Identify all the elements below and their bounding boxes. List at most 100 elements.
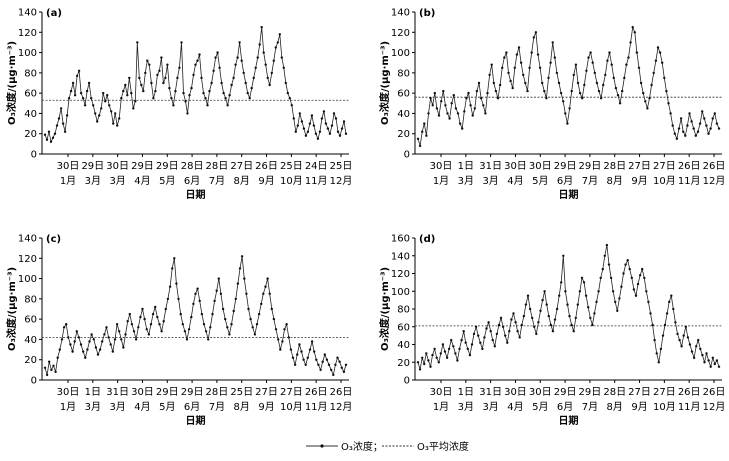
data-point: [308, 122, 312, 125]
data-point: [47, 130, 51, 133]
data-point: [479, 341, 482, 344]
data-point: [701, 353, 704, 357]
data-point: [334, 117, 338, 120]
data-point: [653, 338, 656, 342]
data-point: [627, 56, 630, 59]
data-point: [226, 104, 229, 107]
x-tick-day-label: 30日: [57, 161, 80, 172]
data-point: [673, 132, 676, 135]
x-tick-month-label: 5月: [532, 175, 548, 187]
panel-label: (a): [46, 8, 62, 19]
data-point: [266, 277, 269, 280]
data-point: [498, 83, 502, 87]
data-point: [709, 127, 712, 130]
data-point: [304, 134, 308, 137]
data-point: [686, 124, 689, 127]
data-point: [682, 334, 685, 337]
data-point: [684, 325, 687, 328]
x-tick-day-label: 29日: [554, 161, 577, 172]
data-point: [290, 104, 293, 107]
x-tick-day-label: 29日: [554, 387, 577, 398]
data-point: [526, 89, 529, 93]
data-point: [243, 277, 246, 280]
data-point: [633, 31, 636, 34]
x-tick-day-label: 27日: [230, 161, 253, 172]
data-point: [670, 294, 673, 297]
data-point: [313, 350, 316, 353]
x-tick-month-label: 5月: [159, 401, 175, 413]
data-point: [582, 281, 586, 284]
x-tick-day-label: 27日: [280, 387, 303, 398]
data-point: [491, 338, 494, 342]
y-tick-label: 40: [397, 340, 410, 351]
x-tick-day-label: 30日: [131, 387, 154, 398]
data-point: [464, 341, 467, 344]
x-tick-month-label: 3月: [85, 175, 101, 187]
x-tick-day-label: 28日: [603, 161, 626, 172]
data-point: [654, 59, 658, 62]
data-point: [468, 353, 472, 357]
data-point: [286, 91, 289, 95]
data-point: [507, 71, 510, 75]
panel-label: (c): [46, 234, 61, 245]
data-point: [481, 347, 484, 351]
series-line: [44, 27, 347, 144]
data-point: [327, 363, 331, 366]
data-point: [471, 114, 474, 117]
data-point: [433, 347, 436, 351]
x-tick-month-label: 6月: [557, 401, 573, 413]
data-point: [517, 46, 521, 49]
data-point: [238, 267, 242, 270]
data-point: [446, 112, 449, 115]
data-point: [320, 117, 324, 120]
x-tick-month-label: 12月: [330, 401, 353, 413]
data-point: [262, 51, 265, 54]
data-point: [270, 307, 273, 311]
data-point: [79, 343, 83, 346]
data-point: [614, 300, 617, 304]
y-tick-label: 120: [18, 28, 37, 39]
data-point: [435, 356, 438, 359]
chart-panel: 0 20 40 60 80 100 120 140 160 (d) O₃浓度/(μg·m⁻³) 30日…: [378, 234, 725, 428]
data-point: [532, 36, 535, 39]
data-point: [160, 56, 163, 59]
data-point: [587, 306, 590, 309]
data-point: [452, 94, 455, 97]
data-point: [73, 340, 76, 343]
data-point: [124, 83, 127, 87]
data-point: [108, 104, 111, 107]
data-point: [218, 66, 221, 70]
data-point: [513, 66, 516, 70]
data-point: [688, 343, 692, 346]
x-tick-day-label: 26日: [330, 387, 353, 398]
data-point: [661, 61, 664, 64]
data-point: [454, 107, 458, 110]
data-point: [487, 321, 490, 324]
data-point: [268, 83, 271, 87]
data-point: [416, 361, 420, 364]
x-tick-month-label: 1月: [60, 175, 76, 187]
data-point: [694, 134, 697, 137]
data-point: [52, 364, 55, 367]
data-point: [77, 69, 81, 73]
data-point: [213, 299, 216, 303]
data-point: [230, 323, 233, 326]
data-point: [682, 130, 685, 133]
data-point: [591, 323, 594, 327]
data-point: [122, 346, 125, 349]
data-point: [648, 97, 651, 100]
data-point: [553, 318, 557, 321]
data-point: [646, 107, 649, 110]
y-tick-label: 80: [397, 68, 410, 79]
y-tick-label: 80: [24, 294, 37, 305]
y-tick-label: 40: [24, 109, 37, 120]
chart-panels: 0 20 40 60 80 100 120 140 (a) O₃浓度/(μg·m⁻³) 30日 1月 2…: [5, 8, 725, 428]
data-point: [535, 332, 538, 336]
data-point: [690, 350, 694, 353]
data-point: [620, 285, 623, 288]
data-point: [79, 91, 83, 95]
data-point: [696, 130, 700, 133]
data-point: [248, 97, 251, 100]
data-point: [644, 100, 647, 103]
data-point: [242, 71, 245, 75]
